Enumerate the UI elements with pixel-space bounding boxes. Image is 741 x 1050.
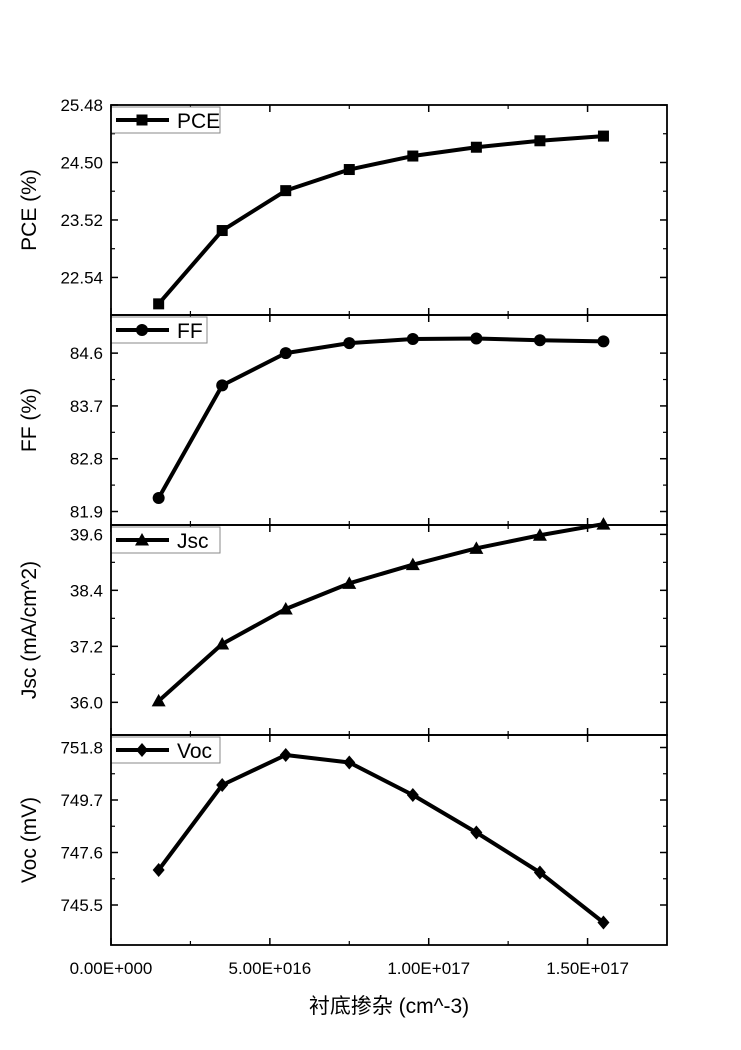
y-tick-label: 83.7: [70, 397, 103, 416]
legend-marker: [136, 114, 148, 126]
y-tick-label: 25.48: [60, 96, 103, 115]
data-point: [153, 298, 165, 310]
y-tick-label: 82.8: [70, 450, 103, 469]
x-tick-label: 0.00E+000: [70, 959, 153, 978]
panel-frame: [110, 314, 668, 526]
data-point: [405, 557, 420, 571]
data-point: [342, 576, 357, 589]
data-point: [470, 141, 482, 153]
data-point: [470, 825, 483, 840]
panel-ff: 81.9 82.8 83.7 84.6 FF FF (%): [18, 314, 668, 526]
data-point: [406, 333, 419, 346]
y-tick-label: 22.54: [60, 268, 103, 287]
data-point: [152, 492, 165, 505]
data-point: [151, 693, 166, 707]
y-tick-label: 749.7: [60, 791, 103, 810]
y-tick-label: 24.50: [60, 153, 103, 172]
y-tick-label: 751.8: [60, 739, 103, 758]
data-point: [279, 748, 292, 762]
data-point: [470, 332, 483, 345]
y-tick-label: 39.6: [70, 525, 103, 544]
x-tick-label: 1.50E+017: [546, 959, 629, 978]
data-point: [343, 755, 356, 770]
legend-label: Jsc: [177, 530, 209, 553]
data-point: [534, 135, 546, 147]
data-point: [597, 335, 610, 348]
series-line-voc: [157, 753, 605, 925]
panel-frame: [110, 524, 668, 736]
y-axis-label: FF (%): [18, 388, 41, 452]
data-point: [596, 517, 611, 530]
legend-marker: [135, 533, 149, 546]
data-point: [216, 225, 228, 237]
data-point: [216, 379, 229, 392]
data-point: [278, 602, 293, 615]
x-axis: 0.00E+000 5.00E+016 1.00E+017 1.50E+017: [70, 959, 629, 978]
y-tick-label: 23.52: [60, 211, 103, 230]
x-tick-label: 5.00E+016: [228, 959, 311, 978]
x-tick-label: 1.00E+017: [387, 959, 470, 978]
panel-frame: [110, 734, 668, 946]
y-tick-label: 745.5: [60, 896, 103, 915]
legend-label: PCE: [177, 110, 220, 133]
y-axis-label: Jsc (mA/cm^2): [18, 561, 41, 699]
y-tick-label: 37.2: [70, 637, 103, 656]
series-line-pce: [157, 134, 604, 306]
data-point: [407, 150, 419, 162]
series-line-jsc: [157, 522, 604, 703]
legend-marker: [136, 743, 148, 757]
legend-label: FF: [177, 320, 203, 343]
data-point: [469, 541, 484, 554]
data-point: [215, 637, 230, 650]
data-point: [279, 347, 292, 360]
legend-label: Voc: [177, 740, 212, 763]
data-point: [343, 337, 356, 350]
y-axis-label: Voc (mV): [18, 797, 41, 883]
y-tick-label: 84.6: [70, 344, 103, 363]
data-point: [533, 865, 546, 880]
y-tick-label: 38.4: [70, 581, 103, 600]
data-point: [280, 185, 292, 197]
y-axis-label: PCE (%): [18, 169, 41, 251]
data-point: [597, 915, 610, 930]
chart-panels: 22.54 23.52 24.50 25.48 PCE PCE (%) 81.9 82.8 83…: [18, 96, 668, 946]
data-point: [343, 164, 355, 176]
data-point: [532, 528, 547, 541]
data-point: [152, 863, 165, 877]
legend-marker: [136, 324, 148, 336]
data-point: [406, 788, 419, 802]
y-tick-label: 36.0: [70, 693, 103, 712]
panel-voc: 745.5 747.6 749.7 751.8 Voc Voc (mV): [18, 734, 668, 946]
panel-pce: 22.54 23.52 24.50 25.48 PCE PCE (%): [18, 96, 668, 316]
y-tick-label: 747.6: [60, 844, 103, 863]
data-point: [597, 130, 609, 142]
series-line-ff: [156, 336, 604, 499]
y-tick-label: 81.9: [70, 503, 103, 522]
panel-jsc: 36.0 37.2 38.4 39.6 Jsc Jsc (mA/cm^2): [18, 517, 668, 736]
x-axis-label: 衬底掺杂 (cm^-3): [309, 995, 469, 1018]
data-point: [533, 334, 546, 347]
data-point: [216, 778, 229, 792]
